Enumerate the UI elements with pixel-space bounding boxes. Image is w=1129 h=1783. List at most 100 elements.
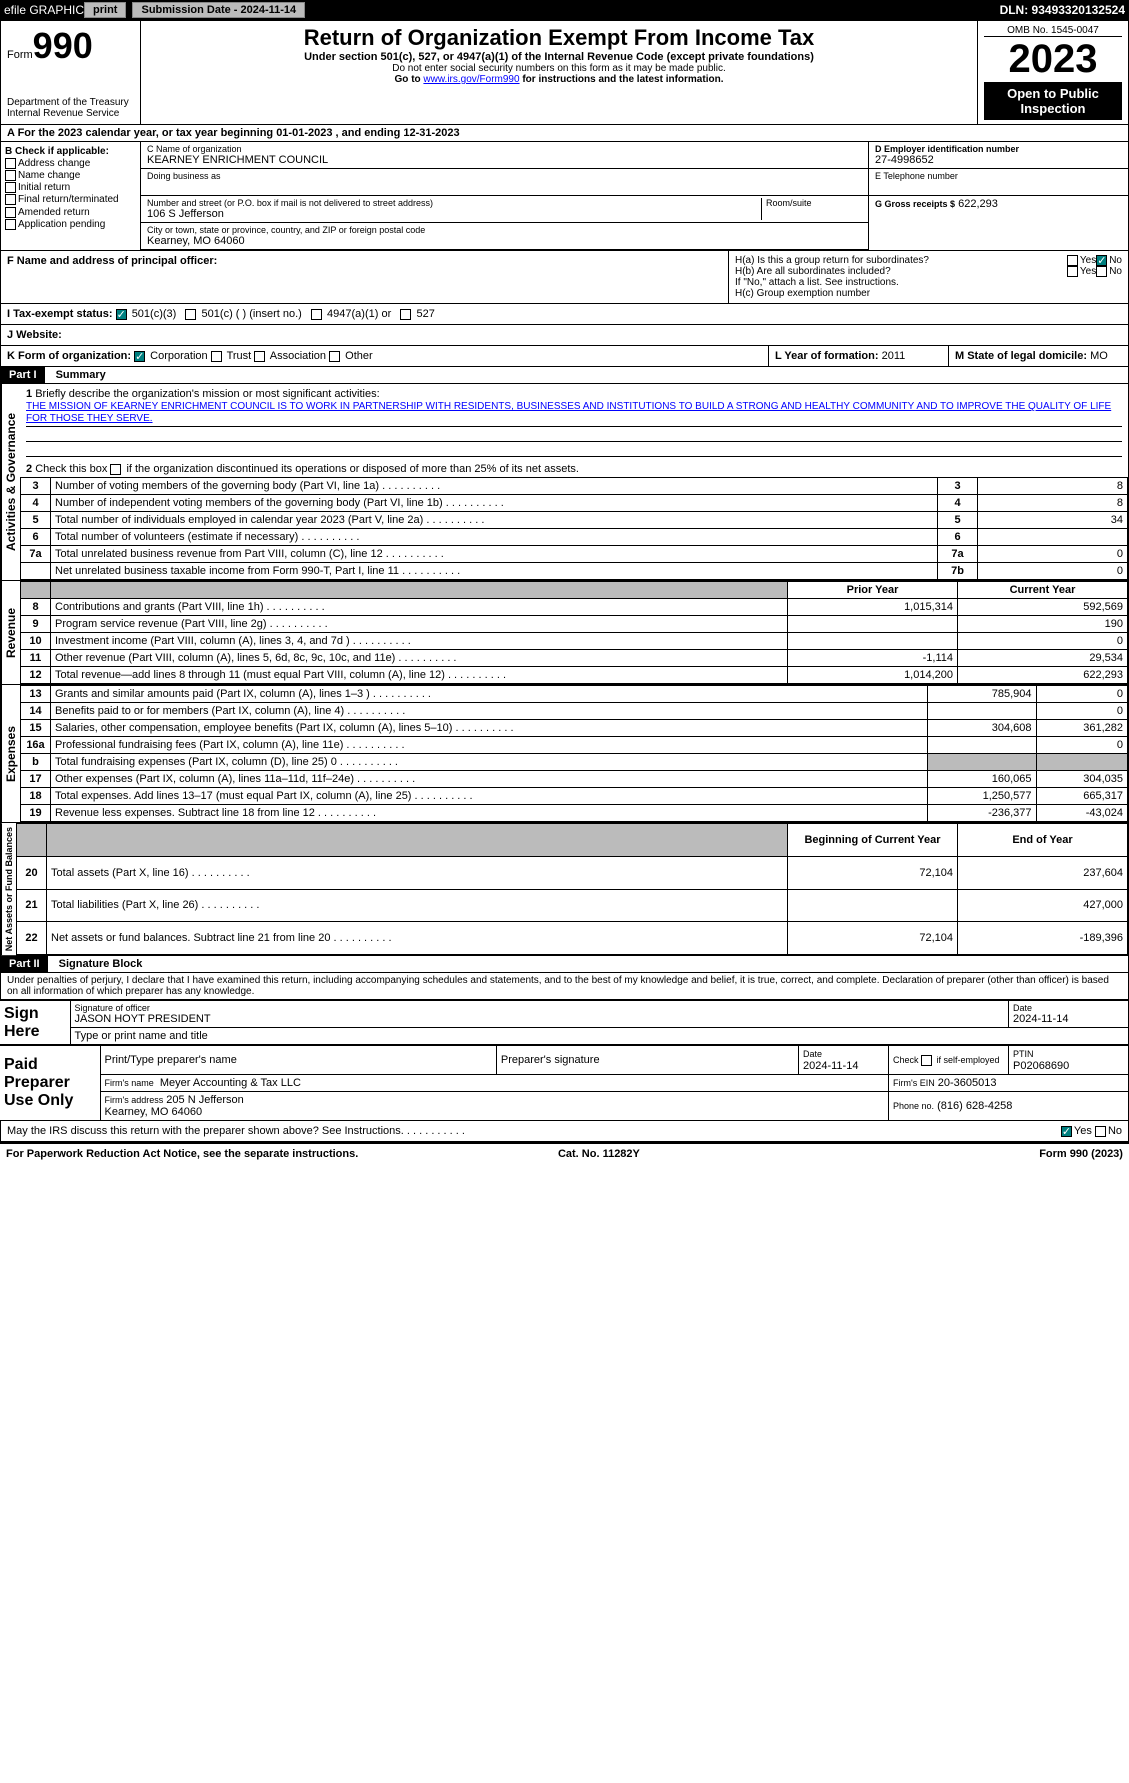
- gross-receipts: 622,293: [958, 198, 998, 210]
- cb-discuss-yes[interactable]: [1061, 1126, 1072, 1137]
- cb-amended[interactable]: [5, 207, 16, 218]
- c-name-lbl: C Name of organization: [147, 144, 862, 154]
- box-m: M State of legal domicile: MO: [948, 346, 1128, 366]
- cb-initial[interactable]: [5, 182, 16, 193]
- omb: OMB No. 1545-0047: [984, 25, 1122, 37]
- cb-address[interactable]: [5, 158, 16, 169]
- cb-pending[interactable]: [5, 219, 16, 230]
- city-lbl: City or town, state or province, country…: [147, 225, 862, 235]
- part2-title: Signature Block: [51, 956, 151, 972]
- dba-lbl: Doing business as: [147, 171, 862, 181]
- irs-link[interactable]: www.irs.gov/Form990: [423, 74, 519, 85]
- part2-header: Part II Signature Block: [0, 956, 1129, 973]
- l1-lbl: Briefly describe the organization's miss…: [35, 388, 379, 400]
- ssn-note: Do not enter social security numbers on …: [147, 63, 971, 74]
- cb-l2[interactable]: [110, 464, 121, 475]
- year-block: OMB No. 1545-0047 2023 Open to Public In…: [978, 21, 1128, 124]
- part1-title: Summary: [48, 367, 114, 383]
- cb-hb-yes[interactable]: [1067, 266, 1078, 277]
- form-header: Form990 Department of the Treasury Inter…: [0, 20, 1129, 125]
- street: 106 S Jefferson: [147, 208, 757, 220]
- box-h: H(a) Is this a group return for subordin…: [728, 251, 1128, 303]
- cb-name[interactable]: [5, 170, 16, 181]
- k-lbl: K Form of organization:: [7, 350, 131, 362]
- f-lbl: F Name and address of principal officer:: [7, 255, 722, 267]
- d-lbl: D Employer identification number: [875, 144, 1122, 154]
- form-label: Form: [7, 49, 33, 61]
- cb-hb-no[interactable]: [1096, 266, 1107, 277]
- j-lbl: J Website:: [7, 329, 62, 341]
- form-title: Return of Organization Exempt From Incom…: [147, 25, 971, 51]
- declaration: Under penalties of perjury, I declare th…: [0, 973, 1129, 1000]
- dept: Department of the Treasury: [7, 97, 134, 108]
- addr-lbl: Number and street (or P.O. box if mail i…: [147, 198, 757, 208]
- dln: DLN: 93493320132524: [1000, 3, 1125, 17]
- cb-4947[interactable]: [311, 309, 322, 320]
- table-net: Beginning of Current YearEnd of Year20To…: [16, 823, 1128, 955]
- paid-preparer-table: Paid Preparer Use Only Print/Type prepar…: [0, 1045, 1129, 1121]
- part2-hdr: Part II: [1, 956, 48, 972]
- i-lbl: I Tax-exempt status:: [7, 308, 113, 320]
- city: Kearney, MO 64060: [147, 235, 862, 247]
- cb-self[interactable]: [921, 1055, 932, 1066]
- table-expenses: 13Grants and similar amounts paid (Part …: [20, 685, 1128, 822]
- b-label: B Check if applicable:: [5, 146, 136, 157]
- cb-ha-no[interactable]: [1096, 255, 1107, 266]
- g-lbl: G Gross receipts $: [875, 199, 955, 209]
- l2: Check this box if the organization disco…: [35, 463, 579, 475]
- vtab-rev: Revenue: [1, 581, 20, 684]
- section-bcdeg: B Check if applicable: Address change Na…: [0, 142, 1129, 251]
- ha: H(a) Is this a group return for subordin…: [735, 255, 1067, 266]
- col-right: D Employer identification number27-49986…: [868, 142, 1128, 250]
- cb-501c3[interactable]: [116, 309, 127, 320]
- form-number: 990: [33, 25, 93, 66]
- footer: For Paperwork Reduction Act Notice, see …: [0, 1142, 1129, 1164]
- box-j: J Website:: [0, 325, 1129, 346]
- section-fh: F Name and address of principal officer:…: [0, 251, 1129, 304]
- self-emp: Check if self-employed: [889, 1046, 1009, 1075]
- part1-header: Part I Summary: [0, 367, 1129, 384]
- top-bar: efile GRAPHIC print Submission Date - 20…: [0, 0, 1129, 20]
- submission-button[interactable]: Submission Date - 2024-11-14: [132, 2, 305, 18]
- title-block: Return of Organization Exempt From Incom…: [141, 21, 978, 124]
- cat-no: Cat. No. 11282Y: [558, 1148, 640, 1160]
- cb-discuss-no[interactable]: [1095, 1126, 1106, 1137]
- paid-preparer: Paid Preparer Use Only: [0, 1046, 100, 1121]
- hc: H(c) Group exemption number: [735, 288, 1122, 299]
- vtab-exp: Expenses: [1, 685, 20, 822]
- part1-hdr: Part I: [1, 367, 45, 383]
- goto-2: for instructions and the latest informat…: [522, 74, 723, 85]
- cb-corp[interactable]: [134, 351, 145, 362]
- cb-other[interactable]: [329, 351, 340, 362]
- form-number-block: Form990 Department of the Treasury Inter…: [1, 21, 141, 124]
- efile-label: efile GRAPHIC: [4, 3, 84, 17]
- cb-assoc[interactable]: [254, 351, 265, 362]
- print-button[interactable]: print: [84, 2, 126, 18]
- hb: H(b) Are all subordinates included?: [735, 266, 1067, 277]
- box-i: I Tax-exempt status: 501(c)(3) 501(c) ( …: [0, 304, 1129, 325]
- box-klm: K Form of organization: Corporation Trus…: [0, 346, 1129, 367]
- subtitle: Under section 501(c), 527, or 4947(a)(1)…: [147, 51, 971, 63]
- table-ag: 3Number of voting members of the governi…: [20, 477, 1128, 580]
- box-l: L Year of formation: 2011: [768, 346, 948, 366]
- sign-here: Sign Here: [0, 1001, 70, 1045]
- cb-trust[interactable]: [211, 351, 222, 362]
- cb-final[interactable]: [5, 194, 16, 205]
- box-f: F Name and address of principal officer:: [1, 251, 728, 303]
- hb-note: If "No," attach a list. See instructions…: [735, 277, 1122, 288]
- cb-ha-yes[interactable]: [1067, 255, 1078, 266]
- room-lbl: Room/suite: [766, 198, 862, 208]
- row-a: A For the 2023 calendar year, or tax yea…: [0, 125, 1129, 142]
- vtab-net: Net Assets or Fund Balances: [1, 823, 16, 955]
- col-b: B Check if applicable: Address change Na…: [1, 142, 141, 250]
- cb-501c[interactable]: [185, 309, 196, 320]
- form-ref: Form 990 (2023): [1039, 1148, 1123, 1160]
- tax-year: 2023: [984, 37, 1122, 82]
- ein: 27-4998652: [875, 154, 1122, 166]
- pra: For Paperwork Reduction Act Notice, see …: [6, 1148, 358, 1160]
- col-c: C Name of organizationKEARNEY ENRICHMENT…: [141, 142, 868, 250]
- irs: Internal Revenue Service: [7, 108, 134, 119]
- goto-1: Go to: [395, 74, 421, 85]
- cb-527[interactable]: [400, 309, 411, 320]
- officer-name: JASON HOYT PRESIDENT: [75, 1013, 1005, 1025]
